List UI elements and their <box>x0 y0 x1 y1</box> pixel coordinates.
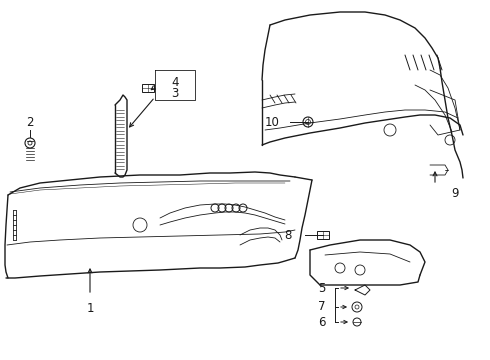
Bar <box>142 84 154 92</box>
Text: 2: 2 <box>26 116 34 129</box>
Text: 7: 7 <box>318 301 326 314</box>
Text: 4: 4 <box>171 76 179 89</box>
Text: 3: 3 <box>172 86 179 99</box>
Text: 9: 9 <box>451 186 459 199</box>
Text: 8: 8 <box>284 229 292 242</box>
Text: 1: 1 <box>86 302 94 315</box>
Bar <box>317 231 329 239</box>
Text: 5: 5 <box>318 282 326 294</box>
Text: 10: 10 <box>265 116 279 129</box>
Text: 6: 6 <box>318 315 326 328</box>
